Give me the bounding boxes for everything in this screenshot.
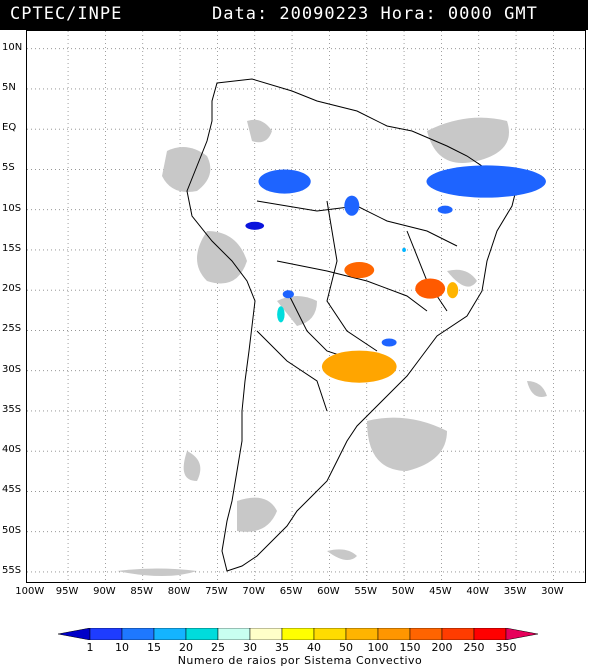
colorbar xyxy=(58,628,538,640)
cluster-peru xyxy=(245,221,265,230)
lon-label: 95W xyxy=(55,586,79,597)
lon-label: 85W xyxy=(130,586,154,597)
lat-label: 40S xyxy=(2,444,22,456)
colorbar-segment xyxy=(58,628,91,640)
lon-label: 55W xyxy=(354,586,378,597)
colorbar-tick: 15 xyxy=(147,641,161,654)
lat-label: 50S xyxy=(2,524,22,536)
colorbar-segment xyxy=(121,628,155,640)
lon-label: 35W xyxy=(503,586,527,597)
colorbar-segment xyxy=(313,628,347,640)
cluster-ms-small xyxy=(402,247,406,252)
colorbar-segment xyxy=(345,628,379,640)
cluster-minas xyxy=(415,278,446,299)
lon-label: 65W xyxy=(279,586,303,597)
lat-label: 10S xyxy=(2,202,22,214)
lon-label: 100W xyxy=(15,586,45,597)
colorbar-tick: 100 xyxy=(367,641,389,654)
lon-label: 50W xyxy=(391,586,415,597)
colorbar-segment xyxy=(217,628,251,640)
lat-label: EQ xyxy=(2,122,17,134)
colorbar-tick: 35 xyxy=(275,641,289,654)
lat-label: 5S xyxy=(2,162,15,174)
colorbar-tick: 1 xyxy=(86,641,94,654)
cluster-bahia xyxy=(437,205,453,214)
colorbar-tick: 50 xyxy=(339,641,353,654)
colorbar-title: Numero de raios por Sistema Convectivo xyxy=(177,654,423,667)
cluster-goias xyxy=(344,262,375,279)
colorbar-segment xyxy=(505,628,538,640)
lat-label: 5N xyxy=(2,81,16,93)
colorbar-segment xyxy=(441,628,475,640)
lon-label: 40W xyxy=(466,586,490,597)
cluster-minas-east xyxy=(447,282,459,299)
colorbar-tick: 30 xyxy=(243,641,257,654)
colorbar-tick: 10 xyxy=(115,641,129,654)
colorbar-segment xyxy=(153,628,187,640)
lat-label: 55S xyxy=(2,564,22,576)
header-source: CPTEC/INPE xyxy=(10,4,123,24)
colorbar-segment xyxy=(473,628,507,640)
colorbar-tick: 350 xyxy=(495,641,517,654)
cluster-argentina-nw xyxy=(277,306,285,323)
colorbar-tick: 200 xyxy=(431,641,453,654)
lon-label: 75W xyxy=(205,586,228,597)
colorbar-segment xyxy=(281,628,315,640)
lon-label: 45W xyxy=(429,586,452,597)
colorbar-segment xyxy=(377,628,411,640)
header-bar: CPTEC/INPE Data: 20090223 Hora: 0000 GMT xyxy=(0,0,588,30)
colorbar-segment xyxy=(249,628,283,640)
colorbar-tick: 25 xyxy=(211,641,225,654)
lat-label: 10N xyxy=(2,41,23,53)
cluster-rio-grande xyxy=(321,350,397,383)
map-frame xyxy=(26,30,586,583)
lat-label: 35S xyxy=(2,403,22,415)
cluster-amazon-west xyxy=(258,169,311,194)
cluster-bolivia-south xyxy=(282,290,294,299)
colorbar-segment xyxy=(185,628,219,640)
colorbar-segment xyxy=(409,628,443,640)
lon-label: 70W xyxy=(242,586,266,597)
colorbar-tick: 150 xyxy=(399,641,421,654)
south-america-outline xyxy=(186,78,518,572)
cloud-cover xyxy=(117,117,547,576)
cluster-parana xyxy=(381,338,397,347)
lat-label: 25S xyxy=(2,323,22,335)
lon-label: 80W xyxy=(167,586,191,597)
lat-label: 45S xyxy=(2,484,22,496)
convective-systems xyxy=(245,165,546,383)
cluster-mato-grosso xyxy=(344,195,360,216)
colorbar-segment xyxy=(89,628,123,640)
lat-label: 20S xyxy=(2,283,22,295)
colorbar-tick: 40 xyxy=(307,641,321,654)
lon-label: 60W xyxy=(317,586,340,597)
header-datetime: Data: 20090223 Hora: 0000 GMT xyxy=(212,4,538,24)
colorbar-tick: 250 xyxy=(463,641,485,654)
cluster-northeast xyxy=(426,165,546,198)
lon-label: 30W xyxy=(541,586,564,597)
colorbar-tick: 20 xyxy=(179,641,193,654)
lat-label: 15S xyxy=(2,242,22,254)
lat-label: 30S xyxy=(2,363,22,375)
lon-label: 90W xyxy=(93,586,116,597)
map-svg xyxy=(27,31,585,582)
